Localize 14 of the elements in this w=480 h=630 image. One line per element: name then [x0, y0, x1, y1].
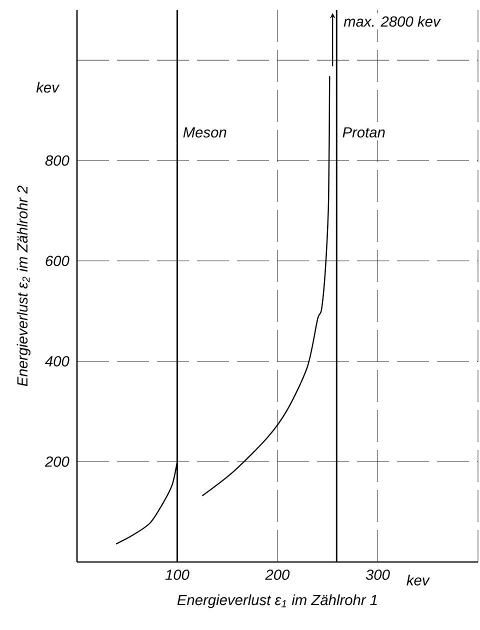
ref-line-label: Meson: [183, 127, 226, 138]
y-tick-label: 600: [46, 256, 70, 266]
y-tick-label: 400: [45, 356, 70, 366]
y-tick-label: 800: [45, 155, 70, 166]
x-tick-label: 300: [366, 570, 390, 580]
ref-line-label: Protan: [342, 127, 385, 138]
x-tick-label: 100: [165, 570, 190, 580]
y-tick-label: 200: [44, 456, 70, 467]
text: kev: [406, 574, 430, 586]
x-axis-title: Energieverlust ε$_{1}$ im Zählrohr 1: [177, 594, 377, 608]
annotation: max. 2800 kev: [344, 16, 441, 27]
x-tick-label: 200: [265, 570, 290, 580]
y-axis-title: Energieverlust ε$_{2}$ im Zählrohr 2: [16, 186, 30, 386]
text: kev: [36, 82, 60, 93]
